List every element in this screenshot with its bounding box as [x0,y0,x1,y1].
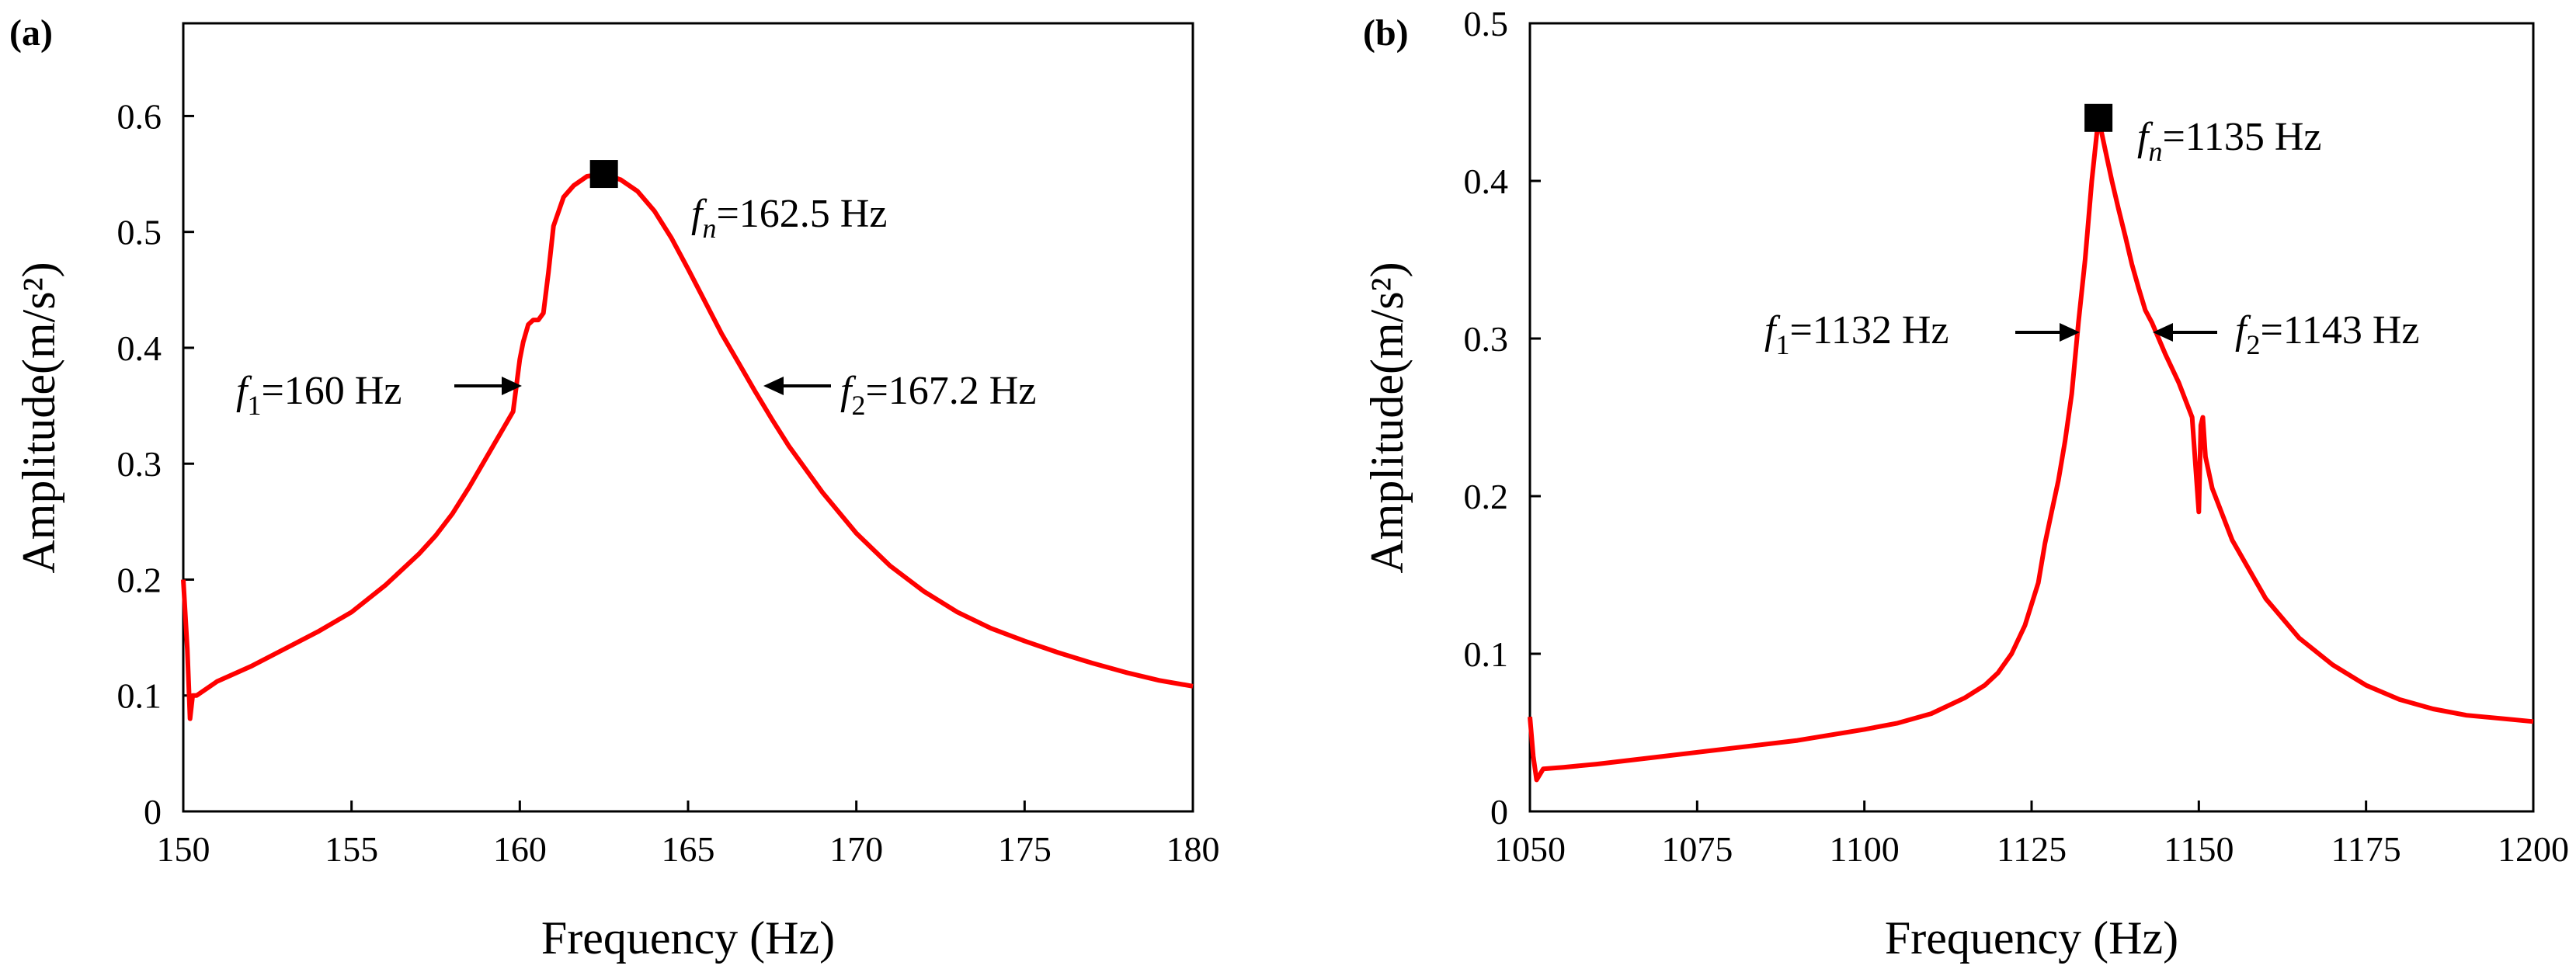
y-tick-label: 0.4 [117,328,162,368]
x-axis: 150 155 160 165 170 175 180 [157,801,1220,869]
peak-marker [2084,103,2113,132]
annotation-fn: fn=162.5 Hz [691,192,887,244]
svg-text:fn=1135 Hz: fn=1135 Hz [2137,115,2321,167]
x-tick-label: 175 [998,829,1052,869]
y-tick-label: 0.6 [117,96,162,136]
svg-text:f2=1143 Hz: f2=1143 Hz [2235,308,2419,360]
y-tick-label: 0.5 [1464,4,1509,43]
plot-area-frame [182,22,1194,813]
peak-marker [589,160,618,189]
panel-label: (a) [9,12,53,54]
arrow-f2 [763,377,831,395]
y-tick-label: 0.2 [1464,477,1509,516]
panel-label: (b) [1363,12,1409,54]
y-axis: 0 0.1 0.2 0.3 0.4 0.5 [1464,4,1541,832]
series-line [1528,115,2534,783]
y-axis: 0 0.1 0.2 0.3 0.4 0.5 0.6 [117,96,194,832]
annotation-f1: f1=160 Hz [236,369,522,421]
svg-text:f2=167.2 Hz: f2=167.2 Hz [840,369,1036,421]
annotation-f1-label: =1132 Hz [1789,308,1949,353]
panel-a: (a) 150 155 160 165 170 175 180 00.10.20.30.40… [9,12,1220,964]
y-tick-label: 0.5 [117,213,162,252]
annotation-f2-label: =1143 Hz [2260,308,2419,353]
x-tick-label: 1200 [2498,829,2569,869]
y-tick-label: 0.1 [117,676,162,716]
x-tick-label: 165 [662,829,715,869]
arrow-f2 [2153,323,2217,342]
series-line [181,172,1194,721]
x-tick-label: 1175 [2331,829,2401,869]
x-tick-label: 160 [493,829,547,869]
y-tick-label: 0.1 [1464,634,1509,674]
y-axis-label: Amplitude(m/s²) [13,262,64,573]
x-axis: 1050 1075 1100 1125 1150 1175 1200 [1494,801,2569,869]
x-tick-label: 150 [157,829,210,869]
annotation-fn-label: =162.5 Hz [716,192,887,236]
x-axis-label: Frequency (Hz) [1885,912,2178,964]
annotation-f2: f2=167.2 Hz [763,369,1036,421]
annotation-f2-label: =167.2 Hz [865,369,1036,413]
x-tick-label: 1125 [1997,829,2067,869]
y-tick-label: 0.3 [117,444,162,484]
x-axis-label: Frequency (Hz) [541,912,835,964]
y-tick-label: 0 [1490,792,1508,832]
x-tick-label: 170 [829,829,883,869]
x-tick-label: 180 [1166,829,1220,869]
arrow-f1 [2015,323,2080,342]
annotation-f2: f2=1143 Hz [2153,308,2419,360]
annotation-fn: fn=1135 Hz [2137,115,2321,167]
x-tick-label: 155 [325,829,378,869]
annotation-f1: f1=1132 Hz [1764,308,2080,360]
y-tick-label: 0.4 [1464,162,1509,201]
svg-text:f1=160 Hz: f1=160 Hz [236,369,402,421]
y-axis-label: Amplitude(m/s²) [1361,262,1413,573]
x-tick-label: 1050 [1494,829,1566,869]
x-tick-label: 1150 [2164,829,2234,869]
x-tick-label: 1100 [1830,829,1900,869]
y-tick-label: 0 [144,792,162,832]
y-tick-label: 0.2 [117,560,162,599]
y-tick-label: 0.3 [1464,319,1509,359]
panel-b: (b) 1050 1075 1100 1125 1150 1175 1200 0 0.1 0.2… [1361,4,2569,964]
arrow-f1 [454,377,522,395]
x-tick-label: 1075 [1661,829,1733,869]
annotation-fn-label: =1135 Hz [2162,115,2321,159]
annotation-f1-label: =160 Hz [261,369,402,413]
svg-text:fn=162.5 Hz: fn=162.5 Hz [691,192,887,244]
svg-text:f1=1132 Hz: f1=1132 Hz [1764,308,1949,360]
